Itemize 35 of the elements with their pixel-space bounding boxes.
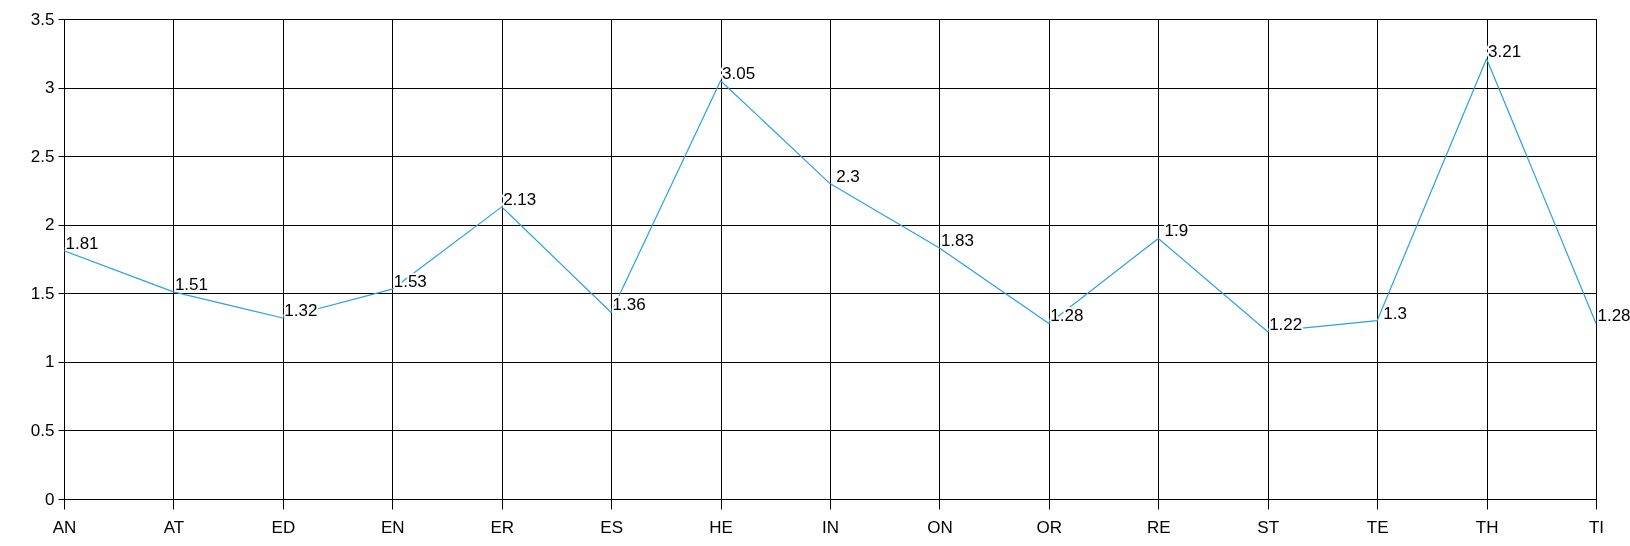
y-tick-label: 0.5 [30, 420, 55, 440]
data-label: 2.13 [503, 189, 537, 209]
y-tick-label: 2.5 [30, 146, 55, 166]
x-tick-label: TE [1366, 517, 1389, 537]
data-label: 2.3 [836, 166, 860, 186]
y-tick-label: 2 [45, 215, 55, 235]
x-tick-label: AT [163, 517, 185, 537]
y-tick-label: 0 [45, 489, 55, 509]
y-tick-label: 3 [45, 78, 55, 98]
x-tick-label: IN [822, 517, 839, 537]
y-tick-label: 1 [45, 352, 55, 372]
data-label: 1.36 [612, 295, 646, 315]
x-tick-label: TH [1475, 517, 1499, 537]
y-tick-label: 3.5 [30, 9, 55, 29]
data-label: 1.51 [174, 274, 208, 294]
y-tick-label: 1.5 [30, 283, 55, 303]
x-tick-label: ST [1257, 517, 1280, 537]
x-tick-label: AN [52, 517, 77, 537]
x-tick-label: ED [271, 517, 296, 537]
data-label: 1.22 [1269, 314, 1303, 334]
x-tick-label: ON [927, 517, 953, 537]
data-label: 1.81 [65, 233, 99, 253]
data-label: 1.9 [1164, 221, 1189, 241]
data-label: 1.83 [940, 231, 974, 251]
x-tick-label: HE [709, 517, 733, 537]
x-tick-label: EN [380, 517, 405, 537]
data-label: 3.21 [1488, 41, 1522, 61]
x-tick-label: ES [600, 517, 623, 537]
x-tick-label: OR [1036, 517, 1063, 537]
data-label: 3.05 [722, 63, 756, 83]
x-tick-label: ER [490, 517, 515, 537]
data-label: 1.28 [1597, 306, 1630, 326]
data-label: 1.3 [1383, 303, 1407, 323]
x-tick-label: RE [1146, 517, 1171, 537]
x-tick-label: TI [1588, 517, 1605, 537]
